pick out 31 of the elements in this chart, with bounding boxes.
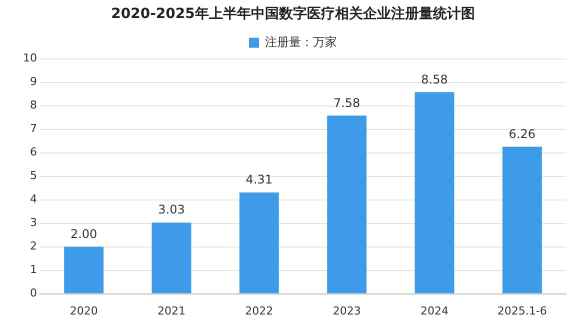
data-label: 4.31 [246, 172, 273, 187]
y-tick-label: 0 [30, 286, 37, 300]
bar [152, 222, 192, 294]
bar [239, 192, 279, 294]
data-label: 3.03 [158, 202, 185, 217]
y-tick-label: 1 [30, 263, 37, 276]
y-tick-label: 7 [30, 122, 37, 136]
legend-label: 注册量：万家 [265, 34, 337, 49]
data-label: 7.58 [333, 96, 360, 110]
y-tick-label: 2 [30, 240, 37, 253]
y-tick-label: 6 [30, 146, 37, 159]
x-tick-label: 2022 [245, 304, 274, 318]
y-tick-label: 4 [30, 192, 37, 206]
y-tick-label: 10 [22, 52, 37, 65]
data-label: 2.00 [70, 226, 98, 241]
x-tick-label: 2023 [332, 304, 361, 318]
x-tick-label: 2024 [420, 304, 448, 318]
data-label: 6.26 [508, 126, 536, 141]
x-tick-label: 2020 [70, 304, 98, 318]
bar [414, 92, 454, 294]
bar [327, 116, 367, 294]
y-tick-label: 5 [30, 169, 37, 182]
bar [502, 146, 542, 294]
bar [64, 246, 104, 294]
y-tick-label: 3 [30, 216, 37, 230]
chart-title: 2020-2025年上半年中国数字医疗相关企业注册量统计图 [111, 5, 475, 22]
y-tick-label: 8 [30, 98, 37, 112]
data-label: 8.58 [421, 72, 448, 86]
y-tick-label: 9 [30, 75, 37, 88]
x-tick-label: 2021 [158, 304, 186, 318]
x-tick-label: 2025.1-6 [497, 304, 547, 318]
